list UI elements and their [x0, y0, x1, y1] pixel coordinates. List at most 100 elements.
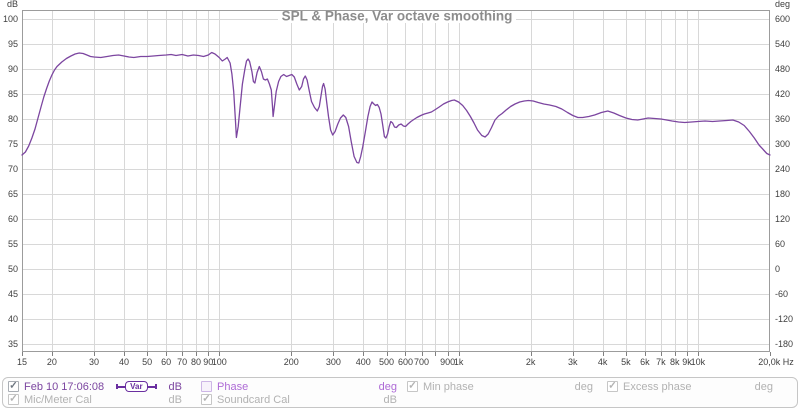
svg-text:65: 65 [8, 189, 18, 199]
mic-meter-cal-checkbox-icon[interactable] [8, 394, 19, 405]
svg-text:50: 50 [142, 357, 152, 367]
svg-text:20: 20 [47, 357, 57, 367]
svg-text:50: 50 [8, 264, 18, 274]
svg-text:360: 360 [775, 114, 790, 124]
svg-text:600: 600 [398, 357, 413, 367]
svg-text:20,0k Hz: 20,0k Hz [758, 357, 794, 367]
phase-label[interactable]: Phase [217, 380, 249, 393]
svg-text:10k: 10k [691, 357, 706, 367]
svg-text:60: 60 [775, 239, 785, 249]
svg-text:180: 180 [775, 189, 790, 199]
excess-phase-checkbox-icon[interactable] [607, 381, 618, 392]
svg-text:300: 300 [326, 357, 341, 367]
smoothing-badge[interactable]: Var [116, 381, 157, 392]
badge-line-right-icon [147, 385, 155, 388]
svg-text:100: 100 [212, 357, 227, 367]
min-phase-label[interactable]: Min phase [423, 380, 474, 393]
svg-text:9k: 9k [682, 357, 692, 367]
legend-excess-phase: Excess phase deg [607, 380, 773, 393]
min-phase-checkbox-icon[interactable] [407, 381, 418, 392]
svg-text:60: 60 [8, 214, 18, 224]
svg-text:5k: 5k [621, 357, 631, 367]
chart-title: SPL & Phase, Var octave smoothing [282, 9, 513, 24]
svg-text:90: 90 [203, 357, 213, 367]
svg-text:4k: 4k [598, 357, 608, 367]
gridlines [22, 10, 770, 352]
svg-text:35: 35 [8, 339, 18, 349]
y-left-unit-label: dB [7, 0, 18, 9]
badge-cap-left-icon [116, 384, 119, 389]
svg-text:200: 200 [284, 357, 299, 367]
measurement-checkbox-icon[interactable] [8, 381, 19, 392]
svg-text:-120: -120 [775, 314, 793, 324]
svg-text:420: 420 [775, 89, 790, 99]
legend-bar: Feb 10 17:06:08 Var dB Phase deg Min pha… [2, 377, 798, 408]
title-backing [278, 11, 516, 23]
svg-text:-60: -60 [775, 289, 788, 299]
legend-row-2: Mic/Meter Cal dB Soundcard Cal dB [3, 393, 797, 406]
y-right-labels: 600540480420360300240180120600-60-120-18… [775, 14, 793, 349]
svg-text:8k: 8k [670, 357, 680, 367]
svg-text:40: 40 [119, 357, 129, 367]
mic-meter-cal-label[interactable]: Mic/Meter Cal [24, 393, 92, 406]
svg-text:85: 85 [8, 89, 18, 99]
svg-text:80: 80 [191, 357, 201, 367]
svg-text:95: 95 [8, 39, 18, 49]
svg-text:40: 40 [8, 314, 18, 324]
svg-text:75: 75 [8, 139, 18, 149]
svg-text:70: 70 [8, 164, 18, 174]
phase-unit: deg [378, 380, 397, 393]
svg-text:120: 120 [775, 214, 790, 224]
measurement-unit: dB [168, 380, 182, 393]
smoothing-badge-label[interactable]: Var [125, 381, 148, 392]
svg-text:540: 540 [775, 39, 790, 49]
svg-text:80: 80 [8, 114, 18, 124]
min-phase-unit: deg [574, 380, 593, 393]
badge-cap-right-icon [154, 384, 157, 389]
svg-text:90: 90 [8, 64, 18, 74]
svg-text:70: 70 [177, 357, 187, 367]
y-right-unit-label: deg [775, 0, 790, 9]
legend-measurement: Feb 10 17:06:08 Var dB [8, 380, 182, 393]
svg-text:480: 480 [775, 64, 790, 74]
legend-mic-meter-cal: Mic/Meter Cal dB [8, 393, 182, 406]
svg-text:2k: 2k [526, 357, 536, 367]
soundcard-cal-checkbox-icon[interactable] [201, 394, 212, 405]
legend-min-phase: Min phase deg [407, 380, 593, 393]
svg-text:240: 240 [775, 164, 790, 174]
badge-line-left-icon [118, 385, 126, 388]
chart-area: 15 20 30 40 50 60 70 80 90 100 200 300 400 500 600 700 9… [3, 0, 794, 367]
svg-text:55: 55 [8, 239, 18, 249]
svg-text:3k: 3k [568, 357, 578, 367]
soundcard-cal-label[interactable]: Soundcard Cal [217, 393, 290, 406]
svg-text:15: 15 [17, 357, 27, 367]
svg-text:1k: 1k [454, 357, 464, 367]
svg-text:400: 400 [356, 357, 371, 367]
soundcard-cal-unit: dB [383, 393, 397, 406]
plot-frame [22, 10, 770, 352]
svg-text:0: 0 [775, 264, 780, 274]
svg-text:100: 100 [3, 14, 18, 24]
svg-text:6k: 6k [640, 357, 650, 367]
legend-row-1: Feb 10 17:06:08 Var dB Phase deg Min pha… [3, 380, 797, 393]
svg-text:-180: -180 [775, 339, 793, 349]
svg-text:700: 700 [414, 357, 429, 367]
svg-text:500: 500 [379, 357, 394, 367]
y-left-labels: 100 95 90 85 80 75 70 65 60 55 50 45 40 35 [3, 14, 18, 349]
svg-text:30: 30 [89, 357, 99, 367]
mic-meter-cal-unit: dB [168, 393, 182, 406]
x-axis-ticks [22, 352, 771, 356]
svg-text:600: 600 [775, 14, 790, 24]
svg-text:60: 60 [161, 357, 171, 367]
phase-checkbox-icon[interactable] [201, 381, 212, 392]
svg-text:7k: 7k [656, 357, 666, 367]
svg-text:900: 900 [440, 357, 455, 367]
excess-phase-unit: deg [754, 380, 773, 393]
excess-phase-label[interactable]: Excess phase [623, 380, 692, 393]
svg-text:300: 300 [775, 139, 790, 149]
legend-phase: Phase deg [201, 380, 397, 393]
legend-soundcard-cal: Soundcard Cal dB [201, 393, 397, 406]
measurement-label[interactable]: Feb 10 17:06:08 [24, 380, 105, 393]
